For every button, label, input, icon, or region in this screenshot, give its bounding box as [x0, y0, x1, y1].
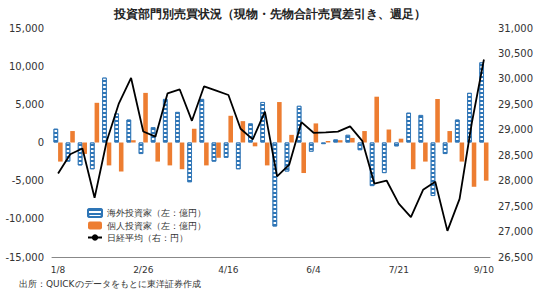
- svg-text:投資部門別売買状況（現物・先物合計売買差引き、週足）: 投資部門別売買状況（現物・先物合計売買差引き、週足）: [113, 7, 426, 21]
- svg-text:5,000: 5,000: [15, 99, 44, 110]
- svg-text:31,000: 31,000: [498, 23, 533, 34]
- svg-text:出所：QUICKのデータをもとに東洋証券作成: 出所：QUICKのデータをもとに東洋証券作成: [19, 279, 201, 289]
- svg-text:29,500: 29,500: [498, 99, 533, 110]
- svg-text:-5,000: -5,000: [12, 175, 44, 186]
- svg-text:7/21: 7/21: [389, 265, 409, 275]
- svg-text:-10,000: -10,000: [5, 213, 44, 224]
- svg-text:26,500: 26,500: [498, 252, 533, 263]
- svg-text:個人投資家（左：億円）: 個人投資家（左：億円）: [107, 221, 206, 231]
- svg-text:-15,000: -15,000: [5, 252, 44, 263]
- svg-text:27,500: 27,500: [498, 201, 533, 212]
- svg-text:15,000: 15,000: [9, 23, 44, 34]
- svg-text:海外投資家（左：億円）: 海外投資家（左：億円）: [107, 208, 206, 218]
- svg-text:1/8: 1/8: [51, 265, 66, 275]
- svg-text:30,000: 30,000: [498, 73, 533, 84]
- svg-text:28,500: 28,500: [498, 150, 533, 161]
- svg-text:10,000: 10,000: [9, 61, 44, 72]
- svg-text:28,000: 28,000: [498, 175, 533, 186]
- svg-text:4/16: 4/16: [218, 265, 238, 275]
- svg-text:0: 0: [38, 137, 44, 148]
- svg-text:29,000: 29,000: [498, 124, 533, 135]
- svg-text:9/10: 9/10: [474, 265, 494, 275]
- svg-text:6/4: 6/4: [306, 265, 321, 275]
- svg-text:27,000: 27,000: [498, 226, 533, 237]
- svg-text:30,500: 30,500: [498, 48, 533, 59]
- svg-text:2/26: 2/26: [133, 265, 153, 275]
- svg-text:日経平均（右：円）: 日経平均（右：円）: [107, 233, 188, 243]
